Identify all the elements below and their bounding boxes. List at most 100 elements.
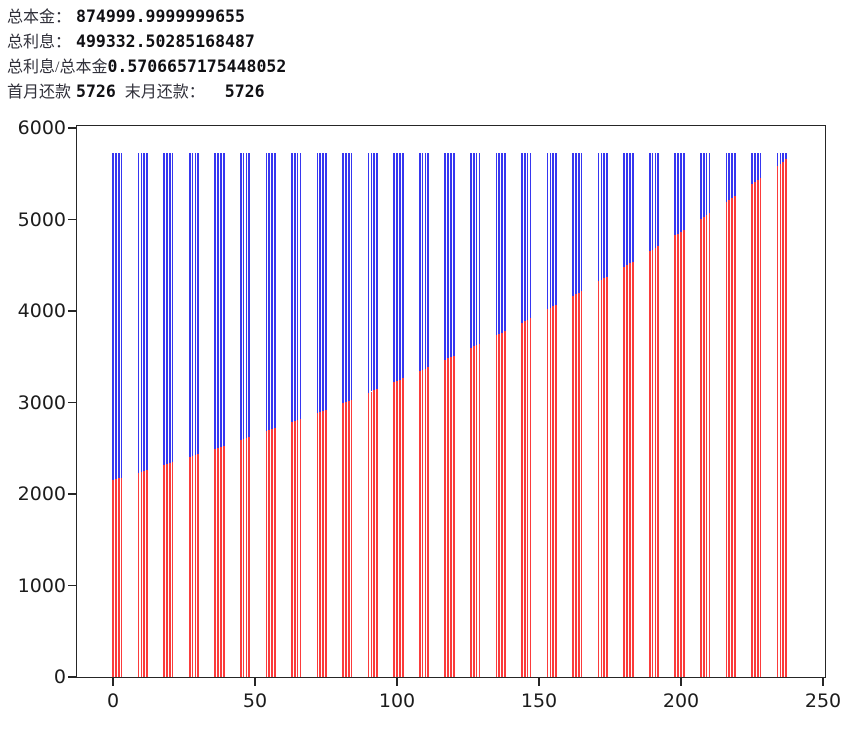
bar-principal: [296, 420, 299, 677]
bar-principal: [424, 368, 427, 677]
bar-principal: [140, 471, 143, 677]
bar-interest: [498, 153, 501, 335]
bar-principal: [785, 159, 787, 677]
bar-principal: [756, 180, 759, 677]
bar-interest: [680, 153, 682, 232]
bar-principal: [319, 411, 322, 677]
bar-interest: [322, 153, 324, 411]
bar-interest: [214, 153, 217, 449]
bar-interest: [393, 153, 395, 383]
bar-interest: [734, 153, 736, 196]
bar-interest: [293, 153, 296, 422]
bar-principal: [501, 332, 503, 677]
y-tick-label: 4000: [17, 300, 66, 322]
bar-principal: [629, 263, 631, 677]
bar-interest: [245, 153, 248, 439]
bar-principal: [194, 455, 197, 677]
bar-interest: [398, 153, 401, 380]
bar-principal: [220, 446, 222, 677]
bar-principal: [478, 343, 481, 677]
bar-interest: [504, 153, 506, 332]
x-tick-label: 100: [378, 690, 416, 712]
bar-principal: [347, 400, 350, 677]
bar-interest: [373, 153, 376, 391]
interest-ratio-label: 总利息/总本金: [7, 59, 108, 76]
loan-summary-text: 总本金： 874999.9999999655 总利息： 499332.5028516…: [7, 4, 286, 104]
bar-principal: [421, 369, 424, 677]
x-tick-label: 250: [804, 690, 842, 712]
bar-principal: [475, 345, 478, 677]
bar-principal: [222, 446, 225, 677]
total-principal-label: 总本金：: [7, 9, 72, 26]
bar-interest: [325, 153, 327, 410]
y-tick-label: 5000: [17, 208, 66, 231]
bar-interest: [120, 153, 123, 478]
bar-principal: [293, 421, 296, 677]
bar-principal: [734, 196, 736, 677]
bar-interest: [475, 153, 478, 346]
bar-principal: [708, 213, 711, 677]
bar-principal: [271, 429, 273, 677]
bar-interest: [526, 153, 529, 320]
y-tick-label: 3000: [17, 391, 66, 414]
bar-principal: [677, 233, 679, 677]
bar-principal: [552, 306, 555, 677]
bar-interest: [274, 153, 276, 429]
x-tick-mark: [396, 678, 398, 686]
bar-interest: [654, 153, 657, 248]
bar-principal: [654, 247, 657, 677]
bar-interest: [421, 153, 424, 370]
bar-interest: [631, 153, 634, 262]
bar-interest: [700, 153, 702, 219]
y-tick-mark: [68, 401, 76, 404]
bar-principal: [166, 464, 168, 677]
bar-principal: [342, 402, 344, 677]
bar-interest: [731, 153, 733, 198]
payment-line: 首月还款 5726 末月还款： 5726: [7, 79, 286, 104]
bar-interest: [424, 153, 427, 369]
bar-interest: [452, 153, 455, 356]
bar-interest: [782, 153, 785, 162]
bar-principal: [529, 318, 532, 677]
last-month-payment-label: 末月还款：: [124, 84, 205, 101]
bar-principal: [759, 178, 762, 677]
total-interest-value: 499332.50285168487: [76, 32, 255, 51]
bar-principal: [521, 322, 523, 677]
total-principal-line: 总本金： 874999.9999999655: [7, 4, 286, 29]
bar-interest: [597, 153, 600, 282]
bar-interest: [171, 153, 174, 463]
bar-interest: [168, 153, 171, 464]
bar-interest: [472, 153, 475, 347]
bar-principal: [239, 440, 242, 677]
bar-principal: [603, 278, 606, 677]
bar-interest: [651, 153, 654, 250]
bar-principal: [674, 235, 677, 677]
bar-principal: [112, 479, 114, 677]
bar-principal: [345, 401, 347, 677]
bar-interest: [756, 153, 759, 181]
x-tick-label: 200: [662, 690, 700, 712]
bar-interest: [495, 153, 498, 336]
bar-principal: [651, 249, 654, 677]
bar-interest: [248, 153, 251, 438]
bar-interest: [677, 153, 679, 234]
bar-interest: [572, 153, 574, 296]
bar-principal: [274, 428, 276, 677]
bar-principal: [776, 165, 779, 677]
bar-interest: [197, 153, 200, 455]
bar-interest: [725, 153, 728, 202]
bar-interest: [529, 153, 532, 319]
bar-principal: [268, 430, 271, 677]
bar-interest: [577, 153, 580, 293]
bar-interest: [345, 153, 347, 402]
interest-ratio-value: 0.5706657175448052: [107, 57, 287, 76]
bar-principal: [217, 447, 219, 677]
bar-principal: [143, 470, 146, 677]
bar-interest: [759, 153, 762, 179]
bar-principal: [549, 307, 552, 677]
x-tick-label: 0: [106, 690, 120, 712]
bar-interest: [751, 153, 753, 185]
bar-principal: [197, 454, 200, 677]
bar-interest: [705, 153, 708, 216]
bar-principal: [495, 335, 498, 677]
